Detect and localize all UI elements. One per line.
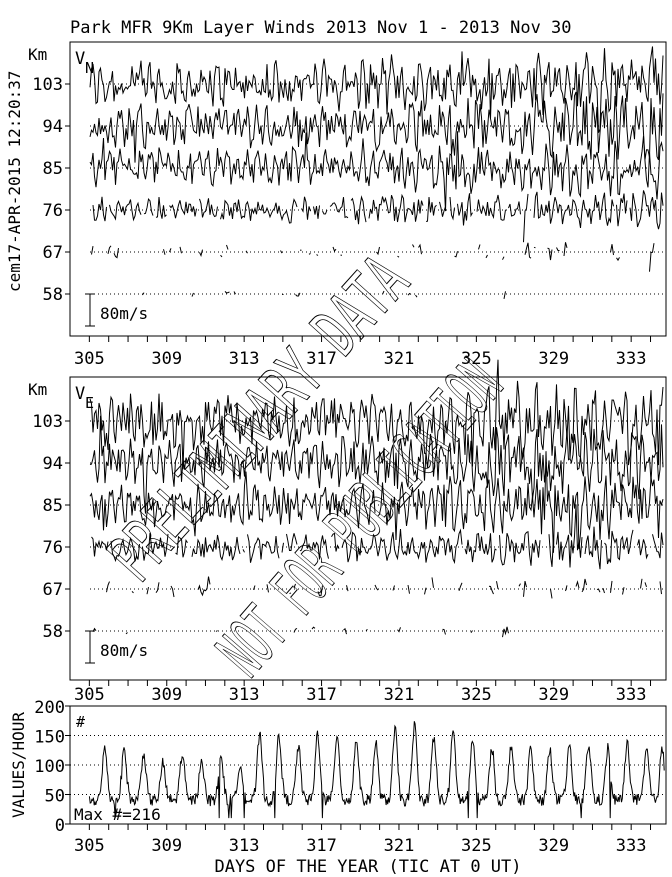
x-tick-label: 321 [384, 685, 415, 705]
wind-trace-85km [89, 131, 664, 212]
y-tick-label: 150 [34, 728, 65, 748]
x-tick-label: 309 [151, 836, 182, 856]
ve-panel: Km V E 103 94 85 76 67 58 80m/s 305 309 313 317 321 325… [28, 359, 667, 705]
y-tick-label: 94 [43, 454, 63, 474]
y-axis-unit: Km [28, 45, 47, 64]
y-tick-label: 76 [43, 538, 63, 558]
x-tick-label: 333 [616, 685, 647, 705]
wind-trace-94km [89, 415, 664, 514]
wind-trace-76km [92, 190, 664, 243]
x-axis-label: DAYS OF THE YEAR (TIC AT 0 UT) [214, 857, 521, 877]
x-tick-label: 313 [229, 349, 260, 369]
wind-trace-58km [93, 627, 620, 638]
y-tick-label: 85 [43, 159, 63, 179]
counts-trace [88, 721, 665, 819]
watermark: PRELIMINARY DATA NOT FOR PUBLICATION [93, 241, 518, 691]
x-tick-label: 317 [306, 349, 337, 369]
panel-label-subscript: N [85, 59, 94, 77]
scale-bar [85, 630, 95, 664]
y-tick-label: 103 [32, 412, 63, 432]
side-stamp: cem17-APR-2015 12:20:37 [5, 70, 24, 292]
x-tick-label: 325 [461, 836, 492, 856]
plot-frame [69, 376, 667, 681]
y-tick-label: 85 [43, 496, 63, 516]
x-tick-label: 329 [538, 349, 569, 369]
y-tick-label: 67 [43, 243, 63, 263]
x-tick-label: 321 [384, 836, 415, 856]
x-tick-label: 309 [151, 349, 182, 369]
x-tick-label: 321 [384, 349, 415, 369]
x-tick-label: 305 [74, 685, 105, 705]
x-tick-label: 305 [74, 836, 105, 856]
y-tick-label: 67 [43, 580, 63, 600]
x-tick-label: 309 [151, 685, 182, 705]
y-tick-label: 58 [43, 622, 63, 642]
wind-trace-85km [89, 451, 664, 553]
x-tick-label: 333 [616, 836, 647, 856]
counts-panel: 0 50 100 150 200 VALUES/HOUR # Max #=216 305 309 3… [9, 698, 667, 856]
scale-bar [85, 293, 95, 327]
corner-label: # [76, 713, 85, 731]
wind-trace-76km [91, 504, 664, 570]
scale-bar-label: 80m/s [100, 641, 148, 660]
y-tick-label: 50 [45, 787, 65, 807]
wind-trace-103km [89, 359, 664, 470]
x-tick-label: 313 [229, 836, 260, 856]
chart-title: Park MFR 9Km Layer Winds 2013 Nov 1 - 20… [70, 18, 572, 38]
x-tick-label: 305 [74, 349, 105, 369]
y-tick-label: 94 [43, 117, 63, 137]
y-tick-label: 100 [34, 757, 65, 777]
y-axis-unit: Km [28, 380, 47, 399]
wind-trace-103km [89, 46, 664, 133]
x-tick-label: 325 [461, 349, 492, 369]
panel-label: V [75, 49, 85, 69]
x-tick-label: 333 [616, 349, 647, 369]
scale-bar-label: 80m/s [100, 304, 148, 323]
y-tick-label: 103 [32, 75, 63, 95]
x-tick-label: 313 [229, 685, 260, 705]
wind-trace-94km [89, 91, 664, 163]
x-tick-label: 317 [306, 836, 337, 856]
y-axis-label: VALUES/HOUR [9, 712, 28, 818]
plot-frame [69, 705, 667, 825]
max-count-label: Max #=216 [74, 805, 161, 824]
panel-label: V [75, 384, 85, 404]
x-tick-label: 317 [306, 685, 337, 705]
x-tick-label: 329 [538, 836, 569, 856]
x-tick-label: 329 [538, 685, 569, 705]
vn-panel: Km V N 103 94 85 76 67 58 80m/s 305 309 313 317 321 325… [28, 41, 667, 369]
y-tick-label: 200 [34, 698, 65, 718]
y-tick-label: 76 [43, 201, 63, 221]
plot-frame [69, 41, 667, 337]
y-tick-label: 58 [43, 285, 63, 305]
wind-trace-67km [106, 576, 662, 599]
y-tick-label: 0 [55, 816, 65, 836]
x-tick-label: 325 [461, 685, 492, 705]
wind-trace-67km [91, 242, 655, 272]
panel-label-subscript: E [85, 394, 94, 412]
